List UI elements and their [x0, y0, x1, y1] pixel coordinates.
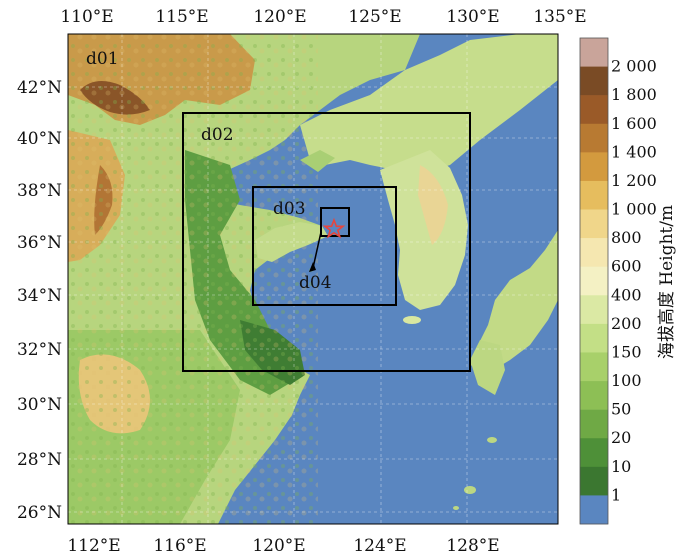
d04-pointer-line — [312, 231, 322, 269]
legend-swatch — [580, 381, 608, 410]
left-tick-label: 42°N — [17, 78, 62, 98]
legend-swatch — [580, 266, 608, 296]
bottom-tick-label: 120°E — [252, 536, 305, 556]
legend-level-label: 1 — [611, 485, 621, 504]
legend-level-label: 100 — [611, 371, 642, 390]
domain-label-d01: d01 — [86, 49, 119, 69]
ryukyu-3 — [453, 506, 459, 510]
left-tick-label: 34°N — [17, 286, 62, 306]
legend-level-label: 50 — [611, 400, 631, 419]
jeju-island — [403, 316, 421, 324]
legend-labels: 2 000 1 800 1 600 1 400 1 200 1 000 800 600 400 2… — [611, 57, 657, 505]
legend-swatch — [580, 295, 608, 325]
legend-level-label: 400 — [611, 285, 642, 304]
left-axis: 42°N 40°N 38°N 36°N 34°N 32°N 30°N 28°N … — [17, 78, 62, 523]
shandong-peninsula — [255, 222, 328, 262]
legend-swatch — [580, 152, 608, 182]
korean-peninsula — [380, 150, 468, 310]
legend-level-label: 1 200 — [611, 171, 657, 190]
legend-swatch — [580, 323, 608, 353]
domain-label-d04: d04 — [299, 273, 332, 293]
bottom-axis: 112°E 116°E 120°E 124°E 128°E — [67, 536, 499, 556]
legend-swatch — [580, 352, 608, 382]
japan-islands — [470, 230, 558, 372]
legend-colorbar — [579, 37, 609, 525]
legend-level-label: 20 — [611, 428, 631, 447]
top-tick-label: 135°E — [533, 7, 586, 27]
bottom-tick-label: 124°E — [353, 536, 406, 556]
legend-level-label: 1 600 — [611, 114, 657, 133]
kyushu — [470, 340, 505, 395]
korean-highland — [418, 165, 448, 245]
bottom-tick-label: 116°E — [153, 536, 206, 556]
domain-d02-box — [182, 112, 471, 372]
domain-d04-box — [320, 207, 350, 237]
map-frame — [67, 33, 559, 525]
legend-level-label: 600 — [611, 257, 642, 276]
legend-swatch — [580, 495, 608, 525]
legend-level-label: 800 — [611, 228, 642, 247]
legend-level-label: 10 — [611, 457, 631, 476]
domain-d03-box — [252, 186, 397, 306]
legend-level-label: 200 — [611, 314, 642, 333]
top-axis: 110°E 115°E 120°E 125°E 130°E 135°E — [60, 7, 586, 27]
legend-swatch — [580, 123, 608, 153]
legend-title: 海拔高度 Height/m — [657, 205, 677, 359]
top-tick-label: 115°E — [155, 7, 208, 27]
legend-swatch — [580, 409, 608, 439]
left-tick-label: 28°N — [17, 450, 62, 470]
left-tick-label: 40°N — [17, 129, 62, 149]
legend-level-label: 2 000 — [611, 57, 657, 76]
domain-label-d03: d03 — [273, 199, 306, 219]
legend-swatch — [580, 238, 608, 268]
legend-swatch — [580, 209, 608, 239]
nested-domains — [182, 112, 471, 372]
left-tick-label: 30°N — [17, 395, 62, 415]
d04-pointer-arrowhead — [309, 262, 316, 272]
bottom-tick-label: 128°E — [446, 536, 499, 556]
legend-level-label: 150 — [611, 342, 642, 361]
ryukyu-2 — [464, 486, 476, 494]
top-tick-label: 110°E — [60, 7, 113, 27]
legend-swatch — [580, 66, 608, 96]
domain-label-d02: d02 — [201, 125, 234, 145]
legend-level-label: 1 400 — [611, 142, 657, 161]
legend-swatch — [580, 95, 608, 125]
top-tick-label: 120°E — [253, 7, 306, 27]
legend-level-label: 1 800 — [611, 85, 657, 104]
left-tick-label: 36°N — [17, 233, 62, 253]
legend-frame — [579, 37, 609, 525]
ryukyu-1 — [487, 437, 497, 443]
graticule — [68, 34, 558, 524]
top-tick-label: 125°E — [348, 7, 401, 27]
legend-swatch — [580, 438, 608, 468]
bottom-tick-label: 112°E — [67, 536, 120, 556]
map-panel — [68, 34, 558, 524]
star-marker — [322, 217, 346, 239]
left-tick-label: 26°N — [17, 503, 62, 523]
left-tick-label: 38°N — [17, 181, 62, 201]
liaodong-peninsula — [300, 150, 335, 172]
legend-swatch — [580, 466, 608, 496]
legend-swatch — [580, 38, 608, 67]
top-tick-label: 130°E — [446, 7, 499, 27]
terrain-texture — [68, 34, 318, 524]
legend-swatch — [580, 180, 608, 210]
left-tick-label: 32°N — [17, 340, 62, 360]
liaodong-land — [300, 34, 558, 175]
legend-level-label: 1 000 — [611, 200, 657, 219]
